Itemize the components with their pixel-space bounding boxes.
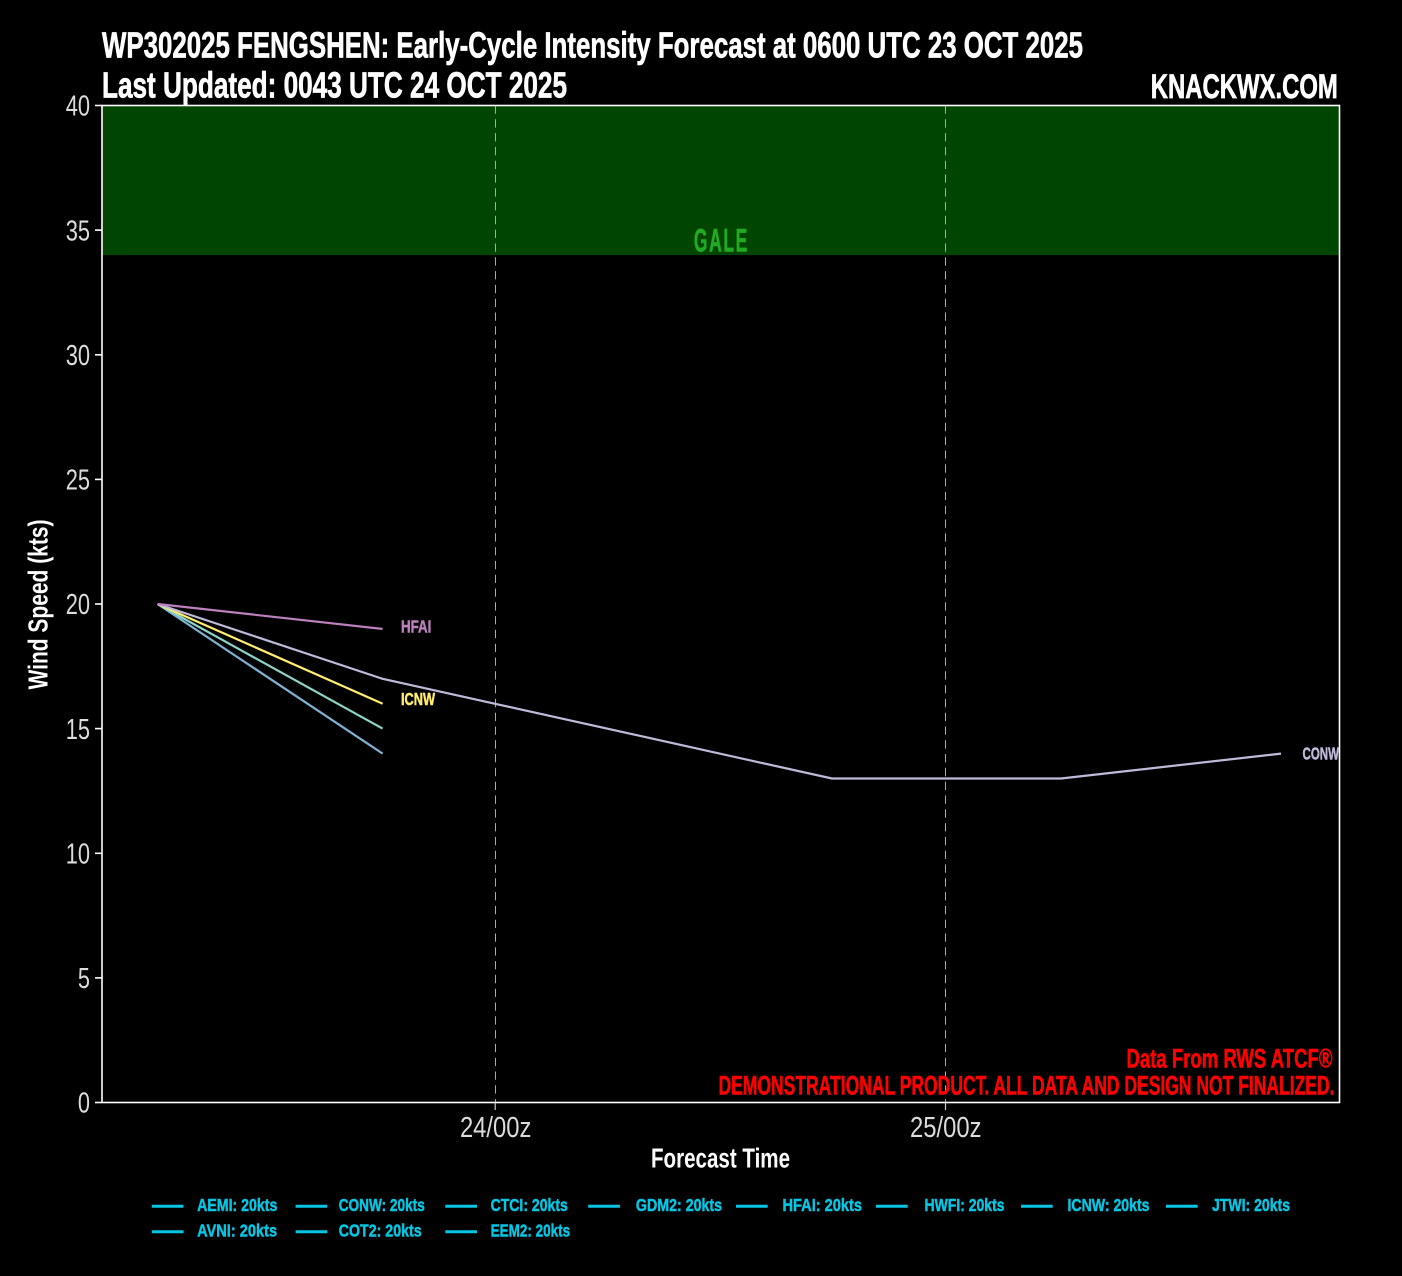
svg-text:KNACKWX.COM: KNACKWX.COM [1151, 68, 1338, 106]
svg-text:20: 20 [66, 589, 90, 621]
svg-text:ICNW: ICNW [401, 689, 435, 709]
svg-text:CONW: 20kts: CONW: 20kts [339, 1195, 425, 1215]
svg-text:GALE: GALE [694, 222, 749, 258]
svg-text:CTCI: 20kts: CTCI: 20kts [491, 1195, 568, 1215]
svg-text:COT2: 20kts: COT2: 20kts [339, 1221, 422, 1241]
svg-text:0: 0 [78, 1088, 90, 1120]
svg-text:AEMI: 20kts: AEMI: 20kts [197, 1195, 278, 1215]
svg-text:25: 25 [66, 465, 90, 497]
svg-text:30: 30 [66, 340, 90, 372]
svg-text:GDM2: 20kts: GDM2: 20kts [636, 1195, 722, 1215]
svg-text:CONW: CONW [1303, 744, 1340, 764]
svg-text:DEMONSTRATIONAL PRODUCT. ALL D: DEMONSTRATIONAL PRODUCT. ALL DATA AND DE… [719, 1071, 1335, 1101]
svg-text:Forecast Time: Forecast Time [651, 1143, 790, 1174]
svg-text:EEM2: 20kts: EEM2: 20kts [491, 1221, 571, 1241]
svg-text:40: 40 [66, 91, 90, 123]
svg-text:24/00z: 24/00z [460, 1112, 532, 1144]
svg-text:5: 5 [78, 963, 90, 995]
svg-text:15: 15 [66, 714, 90, 746]
svg-text:HFAI: 20kts: HFAI: 20kts [783, 1195, 863, 1215]
svg-text:10: 10 [66, 839, 90, 871]
svg-text:Wind Speed (kts): Wind Speed (kts) [23, 520, 54, 690]
svg-text:HFAI: HFAI [401, 617, 431, 637]
svg-text:WP302025 FENGSHEN: Early-Cycle: WP302025 FENGSHEN: Early-Cycle Intensity… [102, 25, 1083, 66]
svg-text:HWFI: 20kts: HWFI: 20kts [925, 1195, 1005, 1215]
svg-text:Last Updated: 0043 UTC 24 OCT: Last Updated: 0043 UTC 24 OCT 2025 [102, 65, 567, 106]
svg-text:35: 35 [66, 215, 90, 247]
svg-text:25/00z: 25/00z [910, 1112, 982, 1144]
svg-text:AVNI: 20kts: AVNI: 20kts [197, 1221, 277, 1241]
svg-text:Data From RWS ATCF®: Data From RWS ATCF® [1127, 1043, 1333, 1073]
svg-text:ICNW: 20kts: ICNW: 20kts [1068, 1195, 1150, 1215]
svg-text:JTWI: 20kts: JTWI: 20kts [1212, 1195, 1290, 1215]
